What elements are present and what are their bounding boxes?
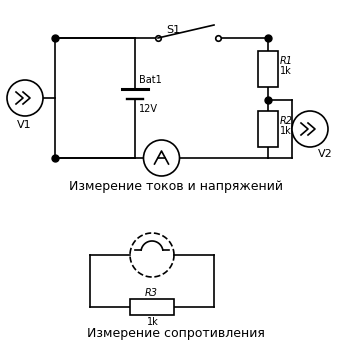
Text: Измерение сопротивления: Измерение сопротивления — [87, 326, 265, 339]
Text: 1k: 1k — [280, 66, 292, 76]
Text: 12V: 12V — [139, 104, 158, 114]
Text: 1k: 1k — [280, 126, 292, 136]
Bar — [130, 299, 174, 315]
Text: R1: R1 — [280, 56, 293, 66]
Text: 1k: 1k — [147, 317, 159, 327]
Circle shape — [130, 233, 174, 277]
Text: S1: S1 — [166, 25, 180, 35]
Circle shape — [7, 80, 43, 116]
Text: V2: V2 — [318, 149, 333, 159]
Text: V1: V1 — [17, 120, 32, 130]
Text: R2: R2 — [280, 116, 293, 126]
Bar — [258, 51, 278, 87]
Text: R3: R3 — [145, 288, 158, 298]
Bar — [258, 111, 278, 147]
Text: Измерение токов и напряжений: Измерение токов и напряжений — [69, 179, 283, 193]
Text: Bat1: Bat1 — [139, 75, 162, 85]
Circle shape — [144, 140, 180, 176]
Circle shape — [292, 111, 328, 147]
